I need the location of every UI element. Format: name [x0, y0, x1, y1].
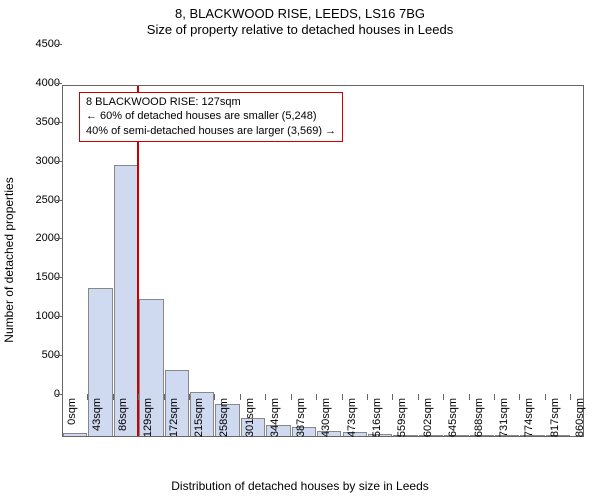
x-tick-mark: [367, 394, 368, 400]
x-tick-label: 731sqm: [498, 398, 510, 448]
x-tick-label: 301sqm: [244, 398, 256, 448]
x-tick-mark: [291, 394, 292, 400]
x-tick-mark: [87, 394, 88, 400]
x-tick-label: 215sqm: [193, 398, 205, 448]
annotation-line: ← 60% of detached houses are smaller (5,…: [86, 109, 336, 124]
x-tick-mark: [240, 394, 241, 400]
x-tick-mark: [494, 394, 495, 400]
x-tick-mark: [570, 394, 571, 400]
x-tick-mark: [392, 394, 393, 400]
y-tick-mark: [56, 122, 62, 123]
x-tick-mark: [469, 394, 470, 400]
y-tick-mark: [56, 238, 62, 239]
x-tick-label: 774sqm: [523, 398, 535, 448]
x-tick-label: 172sqm: [168, 398, 180, 448]
x-tick-label: 344sqm: [269, 398, 281, 448]
y-tick-mark: [56, 44, 62, 45]
x-tick-label: 258sqm: [218, 398, 230, 448]
x-tick-label: 559sqm: [396, 398, 408, 448]
x-tick-mark: [138, 394, 139, 400]
x-tick-mark: [113, 394, 114, 400]
x-tick-label: 430sqm: [320, 398, 332, 448]
chart-subtitle: Size of property relative to detached ho…: [0, 22, 600, 40]
plot-area: 8 BLACKWOOD RISE: 127sqm← 60% of detache…: [62, 85, 584, 437]
x-tick-label: 602sqm: [422, 398, 434, 448]
x-axis-label: Distribution of detached houses by size …: [0, 479, 600, 493]
x-tick-label: 688sqm: [473, 398, 485, 448]
x-tick-mark: [342, 394, 343, 400]
y-tick-mark: [56, 316, 62, 317]
x-tick-label: 645sqm: [447, 398, 459, 448]
x-tick-label: 516sqm: [371, 398, 383, 448]
annotation-box: 8 BLACKWOOD RISE: 127sqm← 60% of detache…: [79, 92, 343, 143]
x-tick-mark: [443, 394, 444, 400]
annotation-line: 40% of semi-detached houses are larger (…: [86, 124, 336, 139]
x-tick-mark: [214, 394, 215, 400]
annotation-line: 8 BLACKWOOD RISE: 127sqm: [86, 95, 336, 110]
x-tick-mark: [418, 394, 419, 400]
x-tick-label: 387sqm: [295, 398, 307, 448]
x-tick-mark: [519, 394, 520, 400]
chart-title: 8, BLACKWOOD RISE, LEEDS, LS16 7BG: [0, 0, 600, 22]
x-tick-label: 0sqm: [66, 398, 78, 448]
y-tick-mark: [56, 355, 62, 356]
x-tick-label: 129sqm: [142, 398, 154, 448]
x-tick-mark: [189, 394, 190, 400]
y-tick-mark: [56, 277, 62, 278]
x-tick-mark: [545, 394, 546, 400]
x-tick-label: 43sqm: [91, 398, 103, 448]
x-tick-mark: [62, 394, 63, 400]
x-tick-label: 817sqm: [549, 398, 561, 448]
y-tick-mark: [56, 200, 62, 201]
x-tick-mark: [164, 394, 165, 400]
x-tick-mark: [265, 394, 266, 400]
histogram-bar: [114, 165, 138, 436]
x-tick-label: 860sqm: [574, 398, 586, 448]
x-tick-label: 86sqm: [117, 398, 129, 448]
y-tick-mark: [56, 161, 62, 162]
y-axis-label: Number of detached properties: [2, 85, 18, 435]
y-tick-mark: [56, 83, 62, 84]
x-tick-label: 473sqm: [346, 398, 358, 448]
x-tick-mark: [316, 394, 317, 400]
